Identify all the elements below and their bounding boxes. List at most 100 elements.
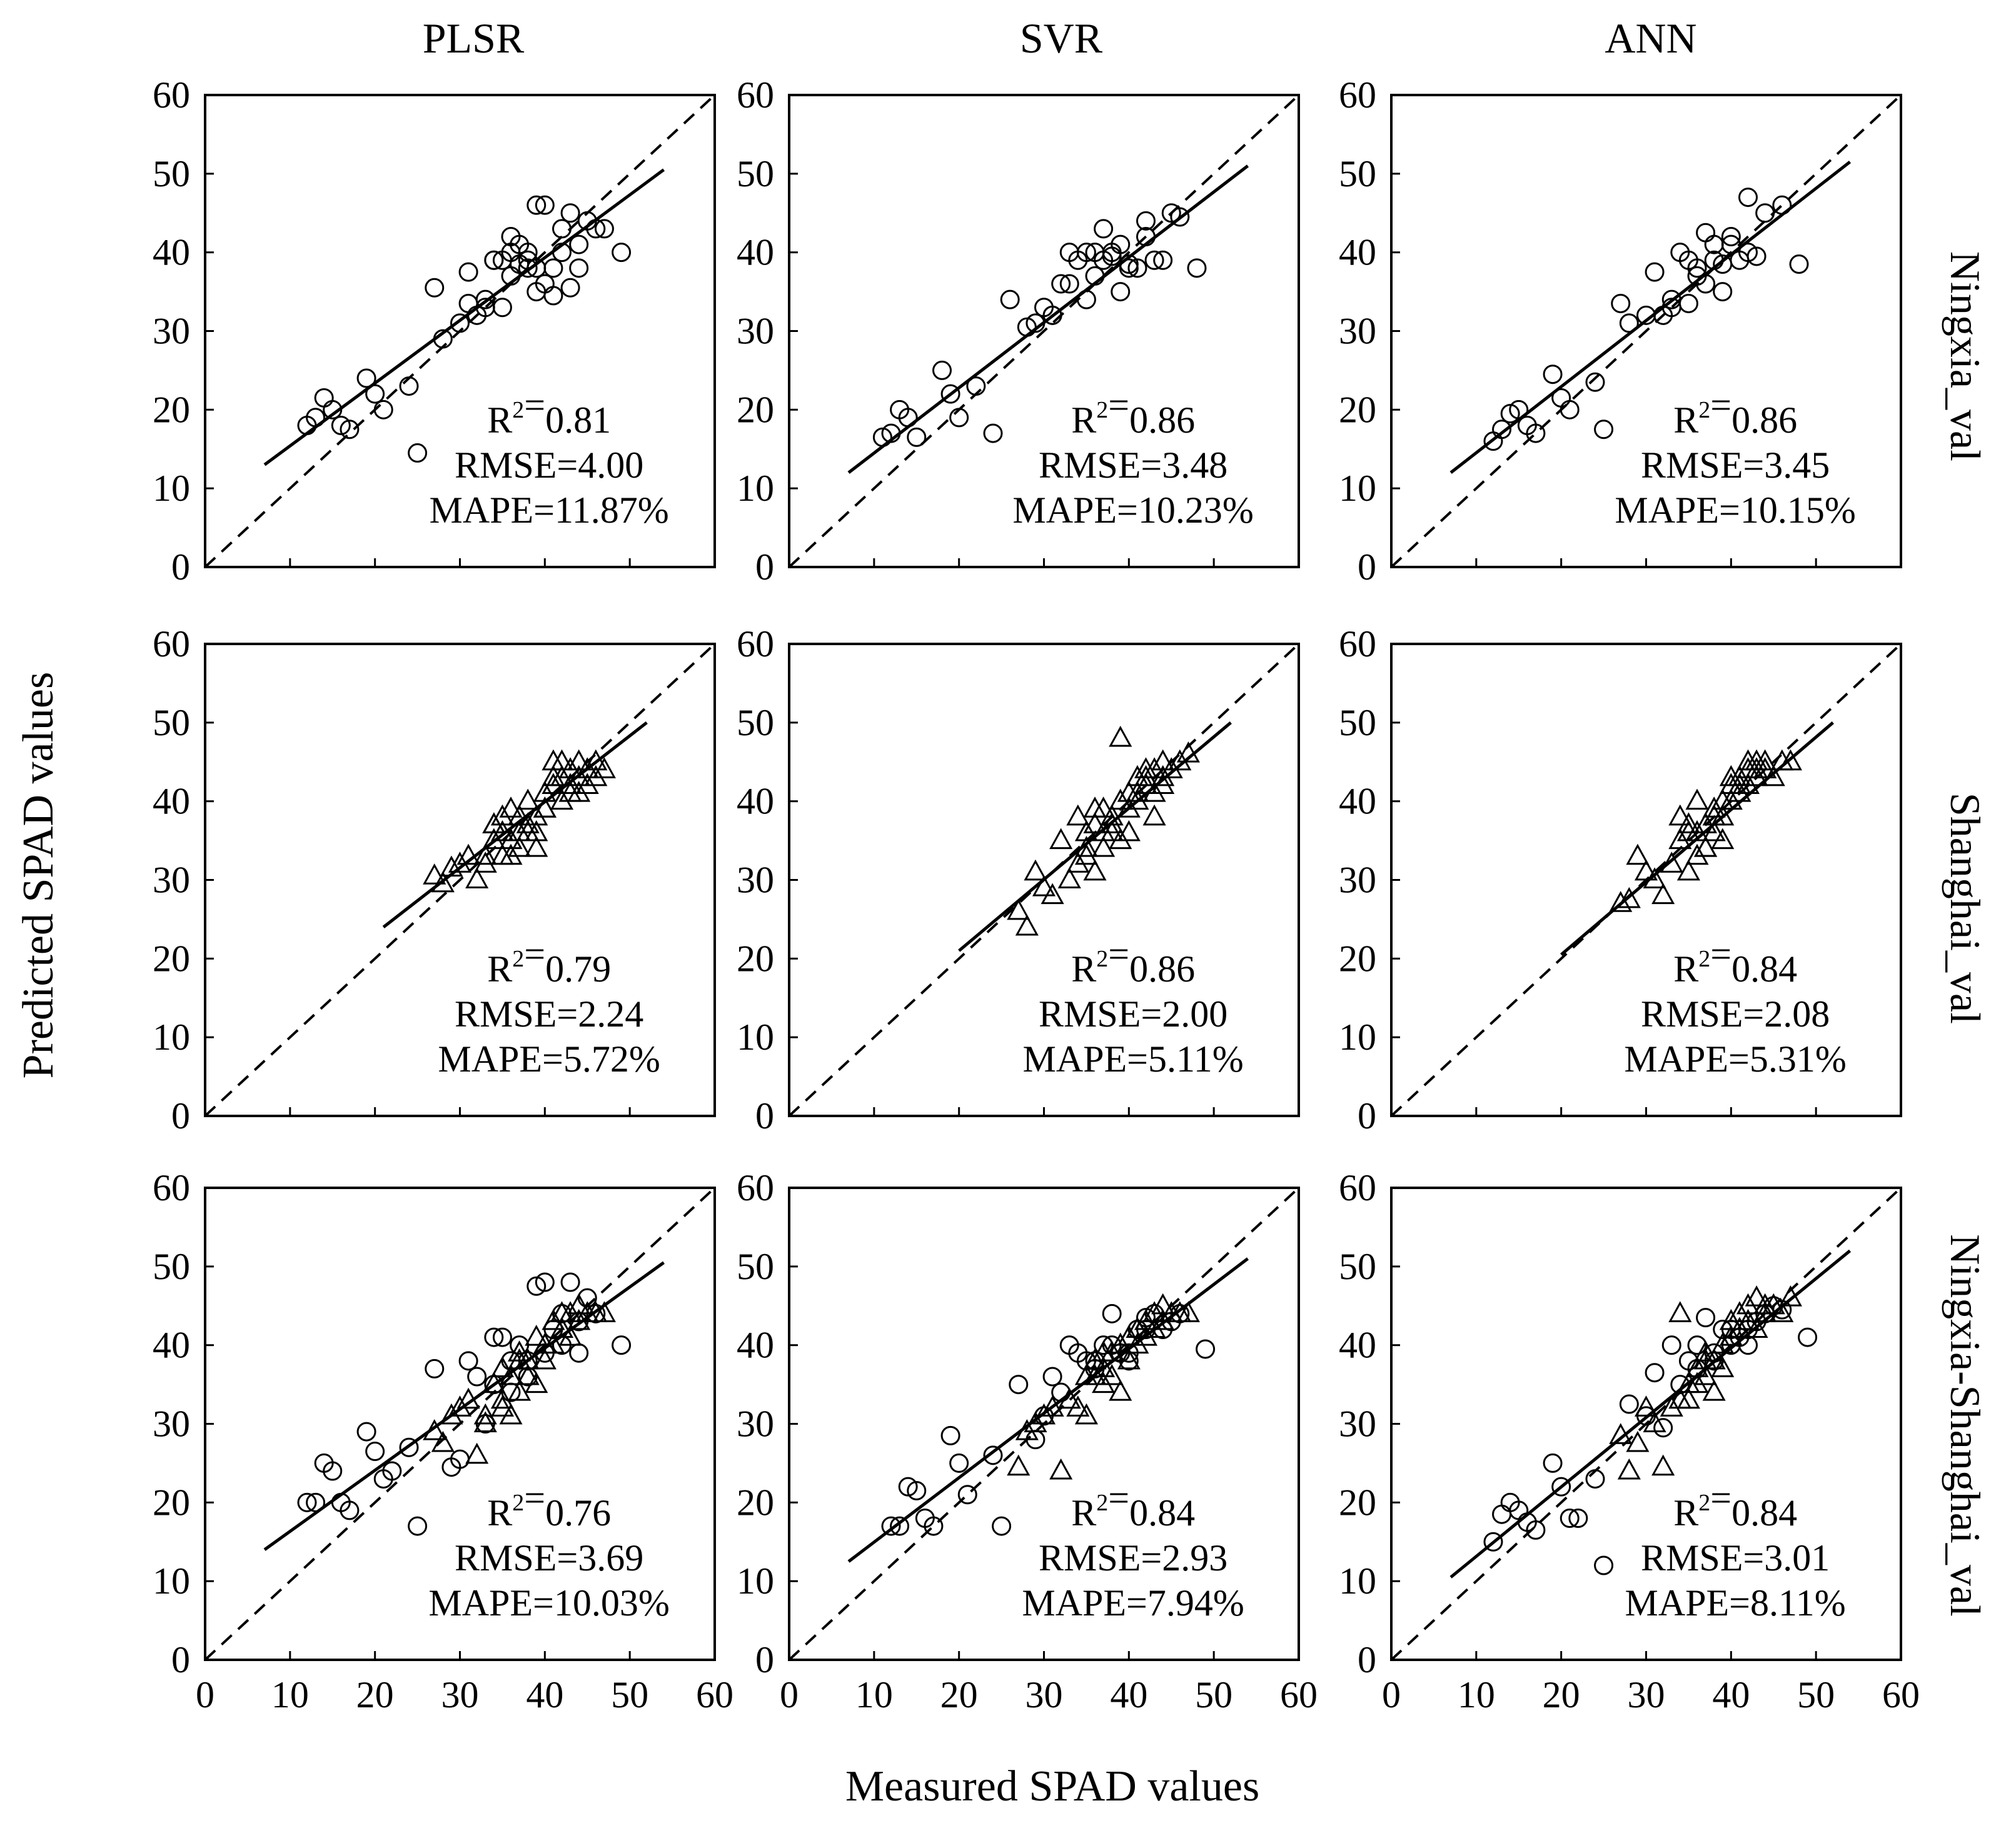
y-tick-label: 30 (737, 860, 774, 901)
x-tick-label: 20 (356, 1674, 394, 1715)
rmse-label: RMSE=2.93 (1039, 1537, 1227, 1579)
y-tick-label: 40 (737, 1325, 774, 1366)
y-tick-label: 0 (171, 1639, 190, 1680)
data-point-triangle (499, 843, 523, 865)
data-point-triangle (508, 1340, 532, 1362)
data-point-triangle (1745, 765, 1768, 786)
panel-ningxia-shanghai-val-svr: 0 10 20 30 40 50 60 0 10 20 30 40 50 60 R2=0.84RMSE=2.… (737, 1167, 1318, 1715)
series-triangle (1007, 1293, 1200, 1480)
data-point-circle (949, 1453, 969, 1473)
x-tick-label: 60 (1882, 1674, 1920, 1715)
data-point-triangle (440, 1403, 463, 1425)
data-point-triangle (1626, 1430, 1650, 1452)
y-tick-label: 40 (153, 232, 190, 273)
data-point-circle (408, 1516, 428, 1536)
fit-line (958, 721, 1232, 952)
data-point-circle (1551, 1477, 1571, 1497)
data-point-circle (527, 258, 547, 278)
data-point-circle (399, 1437, 419, 1457)
data-point-triangle (1643, 1411, 1666, 1432)
data-point-triangle (592, 757, 616, 778)
data-point-triangle (1711, 828, 1735, 850)
data-point-triangle (1007, 1454, 1031, 1476)
data-point-triangle (584, 749, 608, 771)
data-point-triangle (1142, 1301, 1166, 1322)
data-point-circle (501, 243, 521, 263)
x-tick-label: 10 (855, 1674, 893, 1715)
data-point-circle (1687, 258, 1707, 278)
data-point-triangle (1074, 1363, 1098, 1385)
data-point-triangle (1753, 749, 1777, 771)
data-point-triangle (1074, 1403, 1098, 1425)
y-tick-label: 50 (1339, 153, 1376, 194)
data-point-triangle (1745, 757, 1768, 778)
data-point-circle (1483, 1532, 1503, 1552)
data-point-circle (569, 258, 589, 278)
r-squared-label: R2=0.86 (1071, 384, 1195, 441)
data-point-circle (552, 219, 572, 239)
data-point-triangle (473, 843, 497, 865)
data-point-triangle (1745, 1285, 1768, 1307)
data-point-circle (373, 399, 393, 419)
data-point-triangle (1151, 1293, 1175, 1315)
data-point-circle (1153, 250, 1173, 270)
y-tick-label: 60 (153, 74, 190, 116)
data-point-circle (356, 1422, 376, 1442)
data-point-circle (1144, 250, 1164, 270)
data-point-triangle (525, 836, 548, 857)
x-tick-label: 0 (780, 1674, 799, 1715)
y-tick-label: 20 (1339, 1482, 1376, 1523)
data-point-circle (535, 274, 555, 294)
data-point-circle (1111, 234, 1131, 254)
data-point-circle (577, 1288, 597, 1308)
rmse-label: RMSE=2.08 (1641, 993, 1830, 1035)
x-tick-label: 40 (526, 1674, 563, 1715)
data-point-triangle (1676, 1372, 1700, 1394)
x-tick-label: 50 (1195, 1674, 1232, 1715)
mape-label: MAPE=11.87% (429, 490, 668, 531)
data-point-circle (543, 286, 563, 306)
data-point-circle (1594, 1555, 1614, 1575)
data-point-circle (1187, 258, 1207, 278)
series-triangle (1609, 749, 1802, 912)
data-point-triangle (575, 773, 599, 794)
mape-label: MAPE=5.72% (438, 1038, 660, 1080)
data-point-triangle (1651, 1454, 1675, 1476)
row-label-shanghai: Shanghai_val (1942, 793, 1989, 1024)
rmse-label: RMSE=3.45 (1641, 444, 1830, 486)
data-point-circle (1170, 207, 1190, 227)
data-point-circle (365, 1442, 385, 1462)
data-point-triangle (550, 749, 574, 771)
data-point-triangle (542, 1308, 565, 1330)
data-point-triangle (1109, 788, 1132, 810)
y-tick-label: 20 (153, 1482, 190, 1523)
data-point-circle (1526, 423, 1546, 443)
data-point-circle (527, 1276, 547, 1296)
data-point-circle (492, 1327, 512, 1347)
data-point-triangle (1702, 820, 1726, 841)
y-tick-label: 60 (1339, 623, 1376, 665)
data-point-triangle (1092, 820, 1116, 841)
data-point-triangle (1074, 820, 1098, 841)
data-point-triangle (1728, 1317, 1751, 1338)
data-point-circle (1119, 258, 1139, 278)
y-tick-label: 40 (1339, 232, 1376, 273)
data-point-circle (1543, 364, 1563, 384)
data-point-triangle (1066, 804, 1090, 826)
data-point-circle (356, 368, 376, 388)
data-point-triangle (456, 843, 480, 865)
data-point-circle (1713, 254, 1733, 274)
data-point-circle (1042, 1367, 1062, 1387)
panel-grid: 0 10 20 30 40 50 60 R2=0.81RMSE=4.00MAPE=11.87%… (153, 74, 1920, 1715)
data-point-circle (1059, 274, 1079, 294)
rmse-label: RMSE=4.00 (455, 444, 643, 486)
y-tick-label: 10 (1339, 468, 1376, 509)
rmse-label: RMSE=3.69 (455, 1537, 643, 1579)
y-tick-label: 30 (153, 1404, 190, 1445)
y-tick-label: 30 (1339, 311, 1376, 352)
x-tick-label: 40 (1712, 1674, 1750, 1715)
y-tick-label: 10 (153, 1560, 190, 1602)
data-point-circle (560, 203, 580, 223)
mape-label: MAPE=5.31% (1624, 1038, 1847, 1080)
